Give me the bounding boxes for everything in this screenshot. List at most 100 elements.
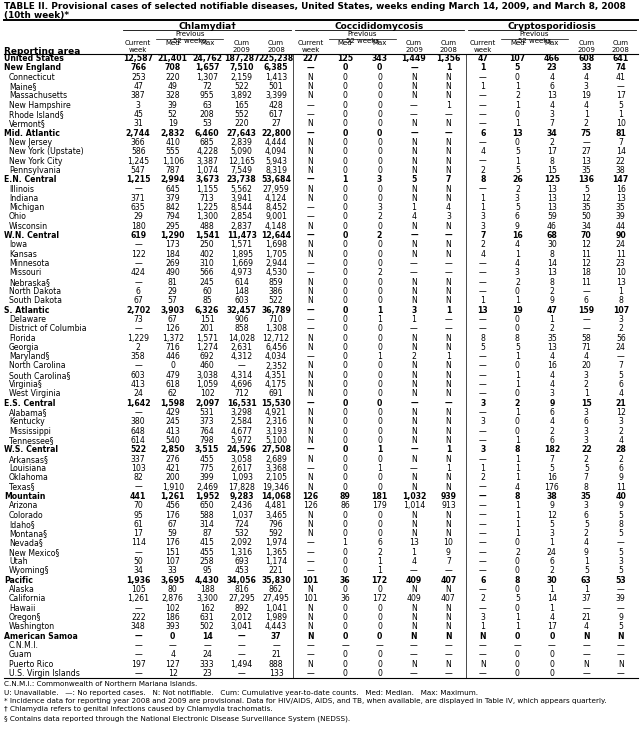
Text: 4,973: 4,973 [231,268,253,277]
Text: 0: 0 [377,622,382,631]
Text: 179: 179 [372,501,387,510]
Text: 0: 0 [342,82,347,91]
Text: 410: 410 [165,138,180,147]
Text: 3: 3 [480,446,485,454]
Text: N: N [411,250,417,259]
Text: 1,307: 1,307 [196,73,218,82]
Text: 0: 0 [515,73,520,82]
Text: 1,245: 1,245 [127,157,149,166]
Text: 888: 888 [269,660,283,668]
Text: N: N [445,287,451,296]
Text: N: N [445,604,451,613]
Text: 399: 399 [200,474,215,482]
Text: 2: 2 [515,548,520,557]
Text: 31: 31 [133,119,143,128]
Text: 5: 5 [515,64,520,73]
Text: 531: 531 [200,408,215,417]
Text: —: — [617,352,624,361]
Text: —: — [479,427,487,435]
Text: Cum
2009: Cum 2009 [405,40,423,53]
Text: 3,465: 3,465 [265,510,287,520]
Text: 3: 3 [549,529,554,538]
Text: 35,830: 35,830 [262,575,291,585]
Text: 159: 159 [578,306,594,314]
Text: 11,473: 11,473 [227,231,256,240]
Text: 1: 1 [549,604,554,613]
Text: —: — [238,641,246,650]
Text: 4: 4 [480,250,485,259]
Text: 2: 2 [481,474,485,482]
Text: 1: 1 [377,352,382,361]
Text: 892: 892 [235,604,249,613]
Text: 0: 0 [377,604,382,613]
Text: 35: 35 [547,334,556,342]
Text: 631: 631 [200,613,215,622]
Text: 0: 0 [342,454,347,464]
Text: 57: 57 [168,296,178,306]
Text: —: — [479,604,487,613]
Text: 5: 5 [549,520,554,528]
Text: 4,481: 4,481 [265,501,287,510]
Text: 17: 17 [616,92,626,100]
Text: 133: 133 [269,668,283,678]
Text: 1: 1 [515,82,520,91]
Text: —: — [583,650,590,659]
Text: 955: 955 [200,92,215,100]
Text: —: — [479,501,487,510]
Text: 522: 522 [269,296,283,306]
Text: 479: 479 [165,371,180,380]
Text: 13: 13 [616,278,626,287]
Text: 4: 4 [446,203,451,212]
Text: 1,316: 1,316 [231,548,253,557]
Text: N: N [308,622,313,631]
Text: 2,689: 2,689 [265,454,287,464]
Text: 15,530: 15,530 [262,399,291,408]
Text: 24: 24 [616,343,626,352]
Text: 502: 502 [200,622,215,631]
Text: —: — [479,371,487,380]
Text: 1: 1 [584,110,589,119]
Text: —: — [135,650,142,659]
Text: 0: 0 [515,315,520,324]
Text: 501: 501 [269,82,283,91]
Text: N: N [445,138,451,147]
Text: N: N [445,454,451,464]
Text: 4,677: 4,677 [231,427,253,435]
Text: 0: 0 [342,213,347,221]
Text: 348: 348 [131,622,146,631]
Text: 1,541: 1,541 [195,231,219,240]
Text: N: N [411,436,417,445]
Text: N: N [411,474,417,482]
Text: —: — [479,92,487,100]
Text: Oregon§: Oregon§ [9,613,42,622]
Text: N: N [445,632,452,641]
Text: 1,910: 1,910 [162,482,184,492]
Text: Kansas: Kansas [9,250,37,259]
Text: 1,037: 1,037 [231,510,253,520]
Text: 13: 13 [547,268,557,277]
Text: 36: 36 [340,575,351,585]
Text: 1,571: 1,571 [231,240,253,249]
Text: 13: 13 [581,157,591,166]
Text: 2: 2 [412,352,417,361]
Text: 45: 45 [133,110,143,119]
Text: 0: 0 [342,306,347,314]
Text: N: N [411,613,417,622]
Text: 3: 3 [480,399,485,408]
Text: 200: 200 [165,474,180,482]
Text: 2: 2 [584,119,588,128]
Text: 184: 184 [165,250,180,259]
Text: 0: 0 [342,510,347,520]
Text: 1: 1 [584,557,589,566]
Text: —: — [410,464,418,473]
Text: N: N [308,278,313,287]
Text: N: N [411,417,417,427]
Text: —: — [306,203,315,212]
Text: —: — [583,668,590,678]
Text: E.S. Central: E.S. Central [4,399,56,408]
Text: 1: 1 [515,510,520,520]
Text: United States: United States [4,54,64,63]
Text: 693: 693 [235,557,249,566]
Text: —: — [617,650,624,659]
Text: 2: 2 [584,529,588,538]
